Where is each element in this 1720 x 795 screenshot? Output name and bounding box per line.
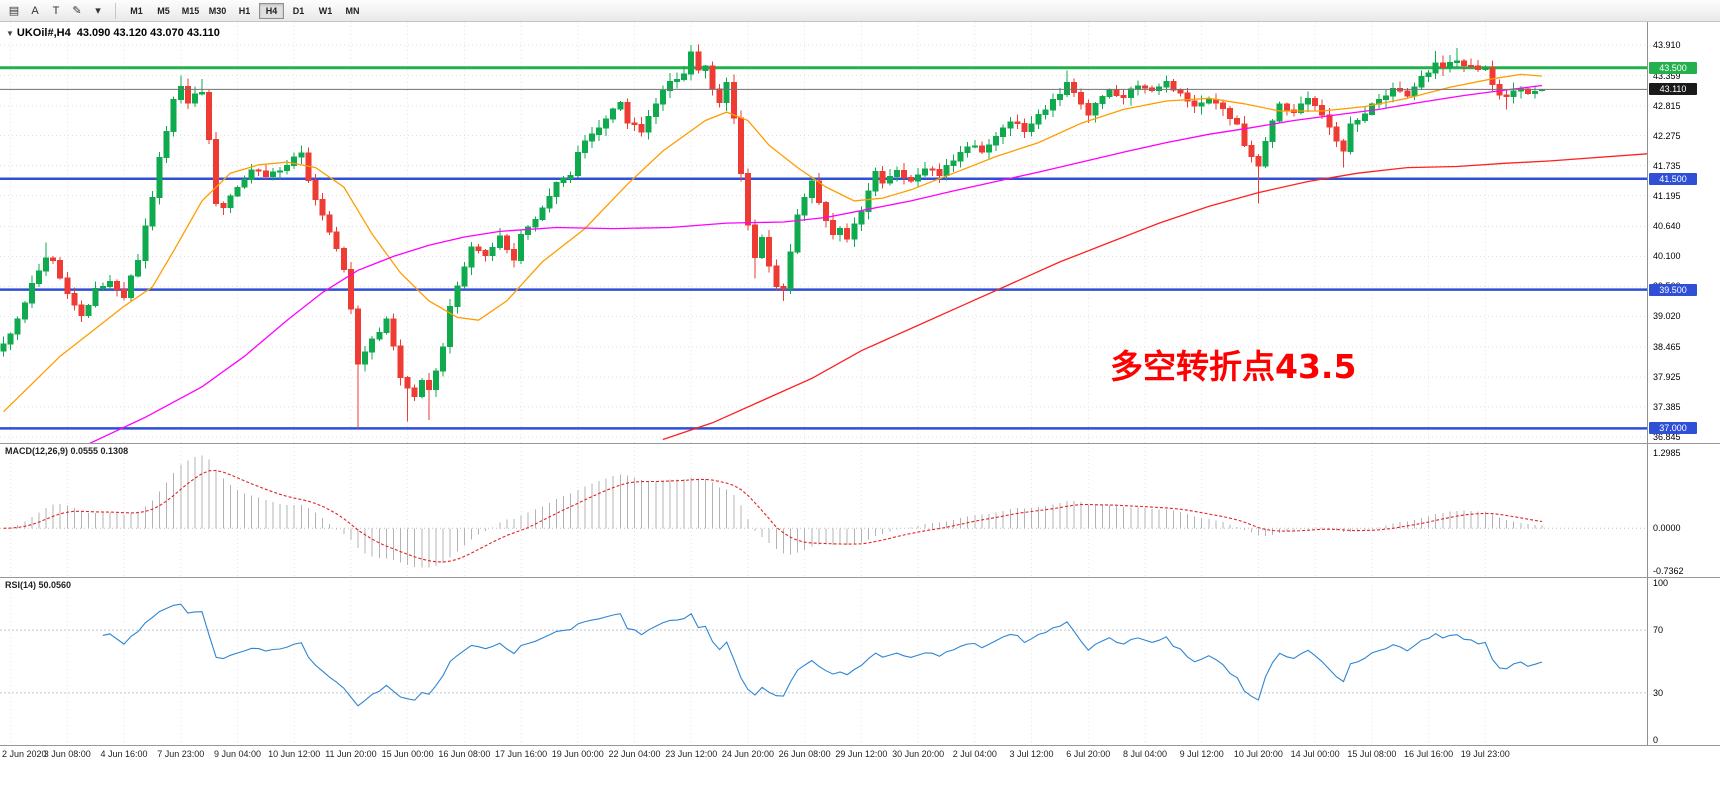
time-label: 3 Jul 12:00: [1009, 749, 1054, 759]
timeframe-button-h4[interactable]: H4: [259, 2, 284, 19]
time-label: 26 Jun 08:00: [778, 749, 831, 759]
price-badge-39.500: 39.500: [1649, 283, 1697, 296]
draw-tools-icon[interactable]: ✎: [72, 5, 82, 17]
main-chart[interactable]: [0, 22, 1647, 443]
rsi-axis-label: 0: [1653, 735, 1659, 745]
annotate-a-icon[interactable]: A: [31, 4, 39, 17]
time-label: 15 Jun 00:00: [381, 749, 434, 759]
time-label: 14 Jul 00:00: [1290, 749, 1340, 759]
price-tick: 40.640: [1653, 221, 1681, 232]
symbol-label: UKOil#,H4: [16, 27, 71, 39]
rsi-chart: [0, 577, 1647, 745]
price-tick: 42.815: [1653, 100, 1681, 111]
time-label: 6 Jul 20:00: [1066, 749, 1111, 759]
rsi-label: RSI(14) 50.0560: [5, 580, 72, 590]
timeframe-button-h1[interactable]: H1: [238, 5, 251, 16]
rsi-axis-label: 100: [1653, 578, 1669, 588]
time-label: 19 Jul 23:00: [1460, 749, 1510, 759]
panel-separator[interactable]: [0, 577, 1720, 578]
price-badge-43.110: 43.110: [1649, 83, 1697, 96]
time-label: 3 Jun 08:00: [43, 749, 91, 759]
time-label: 19 Jun 00:00: [551, 749, 604, 759]
price-axis[interactable]: 43.910 43.359 42.815 42.275 41.735 41.195 40.6…: [1647, 22, 1720, 745]
time-label: 16 Jun 08:00: [438, 749, 491, 759]
macd-axis-label: 1.2985: [1653, 448, 1681, 458]
price-tick: 43.910: [1653, 40, 1681, 50]
time-label: 9 Jun 04:00: [213, 749, 261, 759]
time-label: 22 Jun 04:00: [608, 749, 661, 759]
time-label: 4 Jun 16:00: [100, 749, 148, 759]
timeframe-button-w1[interactable]: W1: [318, 5, 333, 16]
time-label: 11 Jun 20:00: [325, 749, 377, 759]
price-tick: 41.735: [1653, 160, 1681, 171]
timeframe-button-d1[interactable]: D1: [292, 5, 305, 16]
price-tick: 40.100: [1653, 251, 1681, 262]
macd-signal-line: [3, 469, 1543, 563]
macd-panel[interactable]: MACD(12,26,9) 0.0555 0.1308: [0, 443, 1720, 577]
ma-line-fast[interactable]: [3, 73, 1543, 413]
ma-line-medium[interactable]: [4, 84, 1543, 444]
price-tick: 38.465: [1653, 342, 1681, 353]
timeframe-button-m1[interactable]: M1: [130, 5, 143, 16]
draw-tools-dropdown-icon[interactable]: ▾: [95, 5, 101, 17]
chart-window-icon[interactable]: ▤: [8, 5, 20, 17]
timeframe-group: M1 M5 M15 M30 H1 H4 D1 W1 MN: [123, 2, 366, 19]
time-label: 8 Jul 04:00: [1122, 749, 1168, 759]
macd-label: MACD(12,26,9) 0.0555 0.1308: [5, 446, 129, 456]
time-label: 17 Jun 16:00: [495, 749, 548, 759]
macd-axis-label: 0.0000: [1653, 523, 1681, 534]
time-label: 30 Jun 20:00: [892, 749, 945, 759]
price-tick: 36.845: [1653, 431, 1681, 442]
toolbar: ▤ A T ✎ ▾ M1 M5 M15 M30 H1 H4 D1 W1 MN: [0, 0, 1720, 22]
rsi-axis-label: 70: [1653, 625, 1664, 636]
timeframe-button-m5[interactable]: M5: [157, 5, 170, 16]
annotate-t-icon[interactable]: T: [52, 4, 60, 17]
price-badge-37.000: 37.000: [1649, 422, 1697, 435]
time-label: 7 Jun 23:00: [157, 749, 205, 759]
price-badge-41.500: 41.500: [1649, 172, 1697, 185]
time-label: 15 Jul 08:00: [1347, 749, 1397, 759]
price-tick: 41.195: [1653, 190, 1681, 201]
time-label: 10 Jun 12:00: [268, 749, 321, 759]
time-label: 2 Jun 2020: [2, 749, 47, 759]
time-label: 2 Jul 04:00: [952, 749, 997, 759]
timeframe-button-m15[interactable]: M15: [181, 5, 200, 16]
price-tick: 39.020: [1653, 311, 1681, 322]
ohlc-readout: 43.090 43.120 43.070 43.110: [76, 27, 220, 39]
time-label: 23 Jun 12:00: [665, 749, 718, 759]
rsi-line: [102, 603, 1543, 707]
time-label: 16 Jul 16:00: [1404, 749, 1454, 759]
collapse-icon[interactable]: ▼: [6, 29, 14, 38]
chart-annotation-text[interactable]: 多空转折点43.5: [1110, 347, 1357, 386]
macd-axis-label: -0.7362: [1653, 565, 1684, 576]
time-label: 10 Jul 20:00: [1233, 749, 1283, 759]
ma-line-slow[interactable]: [662, 153, 1647, 441]
toolbar-icons: ▤ A T ✎ ▾: [4, 2, 108, 20]
price-tick: 42.275: [1653, 130, 1681, 141]
timeframe-button-m30[interactable]: M30: [208, 5, 227, 16]
chart-title: ▼ UKOil#,H4 43.090 43.120 43.070 43.110: [6, 27, 220, 39]
time-axis[interactable]: 2 Jun 2020 3 Jun 08:00 4 Jun 16:00 7 Jun 23…: [0, 745, 1720, 795]
time-label: 24 Jun 20:00: [721, 749, 774, 759]
price-tick: 43.359: [1653, 70, 1681, 81]
macd-histogram: [10, 455, 1543, 568]
panel-separator[interactable]: [0, 443, 1720, 444]
panel-separator[interactable]: [0, 745, 1720, 746]
time-label: 9 Jul 12:00: [1179, 749, 1224, 759]
price-tick: 37.385: [1653, 402, 1681, 412]
rsi-panel[interactable]: RSI(14) 50.0560: [0, 577, 1720, 745]
toolbar-separator: [115, 2, 116, 19]
timeframe-button-mn[interactable]: MN: [345, 5, 360, 16]
main-chart-panel[interactable]: ▼ UKOil#,H4 43.090 43.120 43.070 43.110 多空…: [0, 22, 1720, 443]
rsi-axis-label: 30: [1653, 687, 1664, 698]
price-tick: 37.925: [1653, 372, 1681, 383]
time-label: 29 Jun 12:00: [835, 749, 888, 759]
price-badge-43.500: 43.500: [1649, 61, 1697, 74]
macd-chart: [0, 443, 1647, 577]
candles-series: [0, 44, 1545, 429]
